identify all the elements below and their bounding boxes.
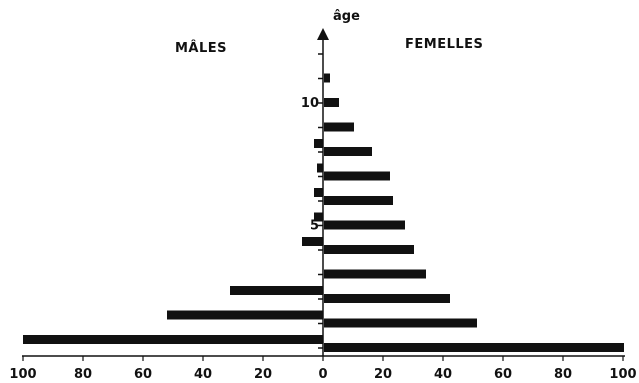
age-axis-arrow [317, 28, 329, 40]
bars-group [23, 73, 624, 352]
female-bar [324, 73, 330, 83]
female-bar [324, 122, 354, 132]
axes-group [22, 28, 625, 361]
male-bar [317, 163, 323, 173]
age-tick-labels: 5 10 [301, 96, 319, 234]
female-bar [324, 245, 414, 254]
x-tick-label: 40 [434, 367, 452, 382]
female-bar [324, 196, 393, 205]
x-tick-label: 100 [609, 367, 636, 382]
males-label: MÂLES [175, 40, 227, 56]
x-tick-label: 80 [554, 367, 572, 382]
male-bar [230, 286, 323, 295]
x-tick-label: 60 [134, 367, 152, 382]
female-bar [324, 171, 390, 181]
x-tick-label: 0 [318, 367, 327, 382]
male-bar [314, 212, 323, 222]
x-tick-label: 20 [374, 367, 392, 382]
female-bar [324, 98, 339, 107]
x-tick-label: 80 [74, 367, 92, 382]
x-tick-label: 60 [494, 367, 512, 382]
females-label: FEMELLES [405, 37, 483, 52]
x-tick-label: 20 [254, 367, 272, 382]
female-bar [324, 147, 372, 156]
male-bar [23, 335, 323, 344]
x-tick-labels: 100 80 60 40 20 0 20 40 60 80 100 [9, 367, 636, 382]
age-tick-label: 5 [310, 219, 319, 234]
male-bar [167, 310, 323, 320]
female-bar [324, 294, 450, 303]
female-bar [324, 318, 477, 328]
female-bar [324, 343, 624, 352]
female-bar [324, 220, 405, 230]
x-tick-label: 40 [194, 367, 212, 382]
age-tick-label: 10 [301, 96, 319, 111]
male-bar [314, 188, 323, 197]
female-bar [324, 269, 426, 279]
x-tick-label: 100 [9, 367, 36, 382]
male-bar [302, 237, 323, 246]
male-bar [314, 139, 323, 148]
age-axis-label: âge [333, 9, 360, 24]
